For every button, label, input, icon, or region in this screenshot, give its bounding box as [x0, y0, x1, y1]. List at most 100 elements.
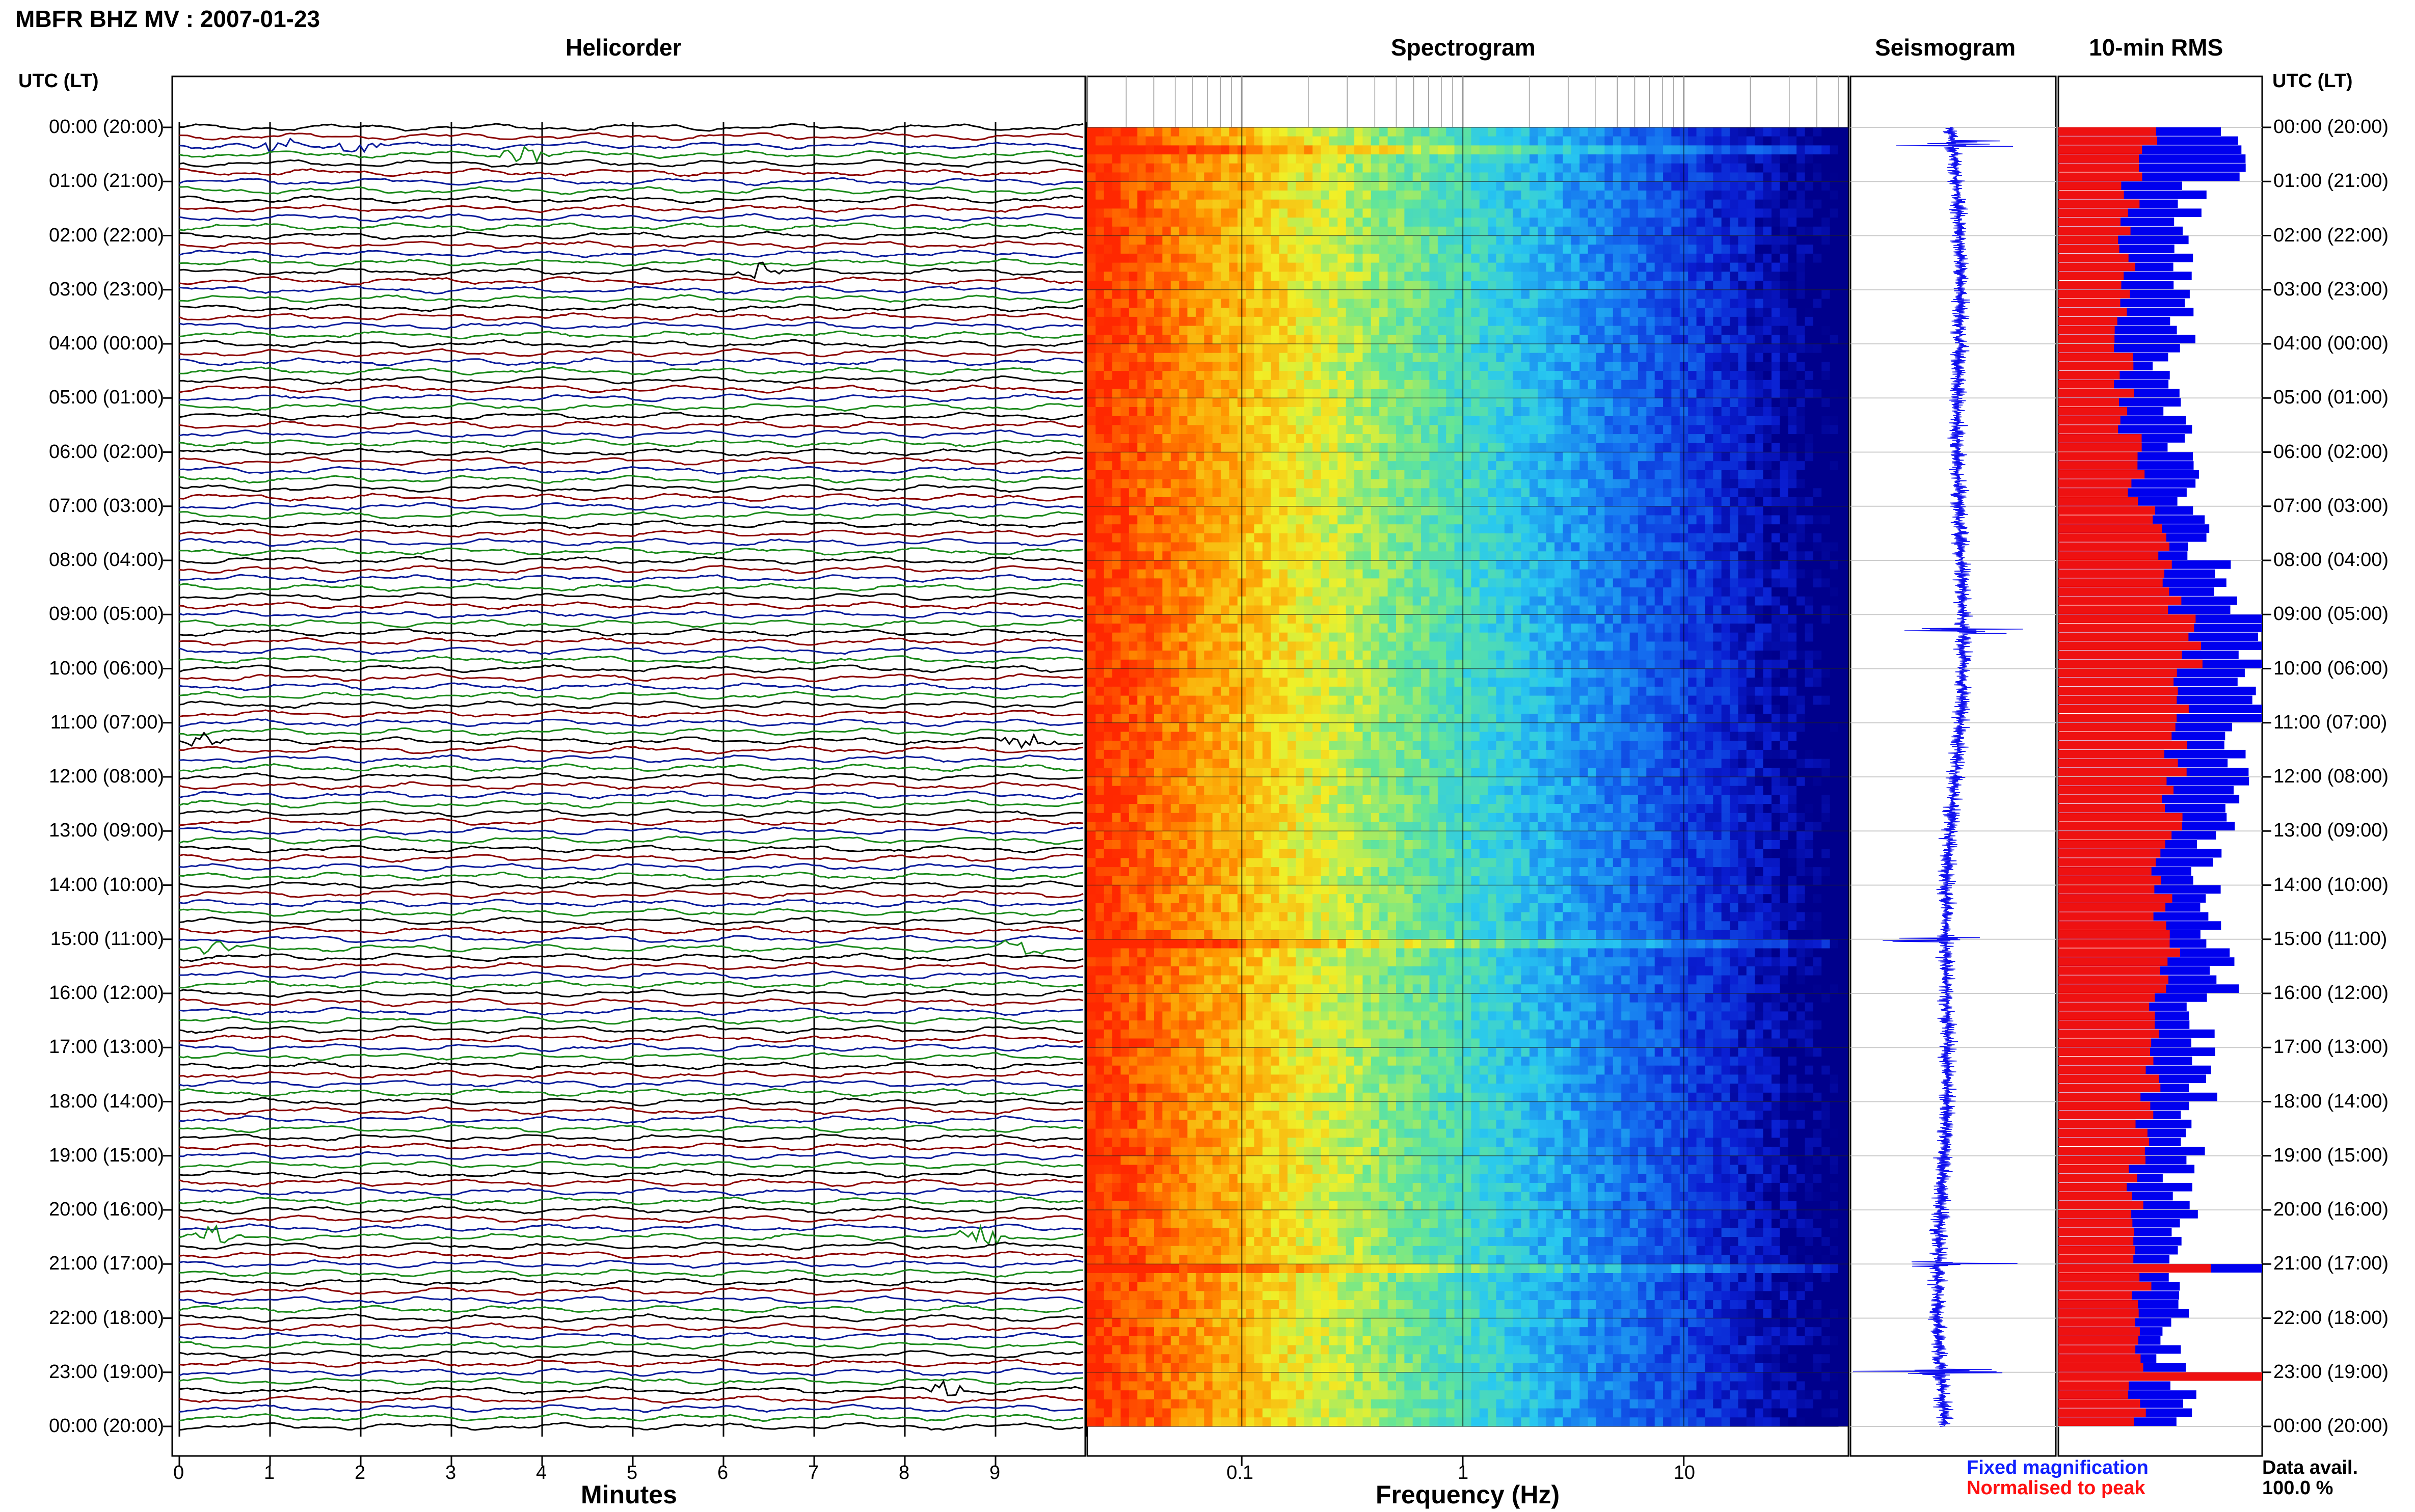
- spectrogram-cell: [1171, 263, 1179, 272]
- spectrogram-cell: [1346, 380, 1355, 389]
- spectrogram-cell: [1430, 353, 1438, 362]
- helicorder-trace: [179, 1170, 1083, 1178]
- helicorder-trace: [179, 557, 1083, 564]
- spectrogram-cell: [1571, 470, 1580, 479]
- spectrogram-cell: [1129, 389, 1138, 398]
- spectrogram-cell: [1337, 137, 1346, 146]
- spectrogram-cell: [1772, 398, 1780, 407]
- spectrogram-cell: [1821, 533, 1830, 543]
- spectrogram-cell: [1613, 398, 1622, 407]
- spectrogram-cell: [1471, 416, 1480, 425]
- spectrogram-cell: [1713, 570, 1722, 579]
- spectrogram-cell: [1604, 434, 1613, 443]
- spectrogram-cell: [1095, 524, 1104, 533]
- spectrogram-cell: [1421, 344, 1430, 353]
- spectrogram-cell: [1780, 516, 1788, 525]
- spectrogram-cell: [1621, 497, 1630, 506]
- spectrogram-cell: [1821, 290, 1830, 299]
- helicorder-trace: [179, 232, 1083, 239]
- spectrogram-cell: [1621, 164, 1630, 173]
- spectrogram-cell: [1221, 479, 1229, 489]
- spectrogram-cell: [1697, 236, 1705, 245]
- spectrogram-cell: [1546, 200, 1555, 209]
- spectrogram-cell: [1463, 371, 1471, 380]
- spectrogram-cell: [1496, 578, 1505, 587]
- spectrogram-cell: [1621, 524, 1630, 533]
- spectrogram-cell: [1229, 263, 1238, 272]
- spectrogram-cell: [1404, 254, 1413, 263]
- spectrogram-cell: [1112, 317, 1121, 326]
- spectrogram-cell: [1546, 506, 1555, 516]
- helicorder-trace: [179, 548, 1083, 555]
- spectrogram-cell: [1588, 380, 1597, 389]
- spectrogram-cell: [1221, 380, 1229, 389]
- spectrogram-cell: [1563, 398, 1572, 407]
- spectrogram-cell: [1596, 533, 1605, 543]
- spectrogram-cell: [1488, 461, 1496, 470]
- spectrogram-cell: [1337, 560, 1346, 570]
- spectrogram-cell: [1813, 191, 1822, 200]
- spectrogram-cell: [1630, 173, 1639, 182]
- spectrogram-cell: [1421, 208, 1430, 218]
- spectrogram-cell: [1430, 551, 1438, 560]
- helicorder-trace: [179, 940, 1083, 954]
- spectrogram-cell: [1530, 227, 1538, 236]
- spectrogram-cell: [1496, 597, 1505, 606]
- spectrogram-cell: [1171, 389, 1179, 398]
- spectrogram-cell: [1254, 479, 1263, 489]
- spectrogram-cell: [1638, 497, 1647, 506]
- spectrogram-cell: [1763, 191, 1772, 200]
- spectrogram-cell: [1630, 317, 1639, 326]
- spectrogram-cell: [1780, 362, 1788, 371]
- spectrogram-cell: [1296, 543, 1304, 552]
- spectrogram-cell: [1137, 389, 1146, 398]
- spectrogram-cell: [1480, 299, 1488, 308]
- spectrogram-cell: [1496, 371, 1505, 380]
- spectrogram-cell: [1813, 362, 1822, 371]
- spectrogram-cell: [1830, 479, 1839, 489]
- spectrogram-cell: [1579, 344, 1588, 353]
- spectrogram-cell: [1805, 173, 1814, 182]
- spectrogram-cell: [1755, 272, 1763, 281]
- spectrogram-cell: [1354, 587, 1363, 597]
- spectrogram-cell: [1404, 208, 1413, 218]
- spectrogram-cell: [1329, 380, 1338, 389]
- spectrogram-cell: [1396, 181, 1405, 191]
- spectrogram-cell: [1588, 154, 1597, 164]
- spectrogram-cell: [1755, 425, 1763, 434]
- spectrogram-cell: [1463, 335, 1471, 344]
- spectrogram-cell: [1688, 236, 1697, 245]
- spectrogram-cell: [1404, 191, 1413, 200]
- spectrogram-cell: [1112, 543, 1121, 552]
- spectrogram-cell: [1137, 164, 1146, 173]
- spectrogram-cell: [1246, 425, 1254, 434]
- spectrogram-cell: [1571, 145, 1580, 154]
- spectrogram-cell: [1638, 452, 1647, 462]
- spectrogram-cell: [1346, 533, 1355, 543]
- spectrogram-cell: [1513, 353, 1521, 362]
- spectrogram-cell: [1671, 173, 1680, 182]
- spectrogram-cell: [1780, 263, 1788, 272]
- spectrogram-cell: [1188, 317, 1196, 326]
- spectrogram-cell: [1663, 263, 1672, 272]
- spectrogram-cell: [1596, 578, 1605, 587]
- spectrogram-cell: [1363, 497, 1372, 506]
- spectrogram-cell: [1463, 497, 1471, 506]
- spectrogram-cell: [1137, 578, 1146, 587]
- spectrogram-cell: [1563, 227, 1572, 236]
- spectrogram-cell: [1455, 398, 1463, 407]
- spectrogram-cell: [1162, 299, 1171, 308]
- spectrogram-cell: [1271, 443, 1279, 452]
- spectrogram-cell: [1471, 578, 1480, 587]
- spectrogram-cell: [1563, 362, 1572, 371]
- spectrogram-cell: [1204, 488, 1213, 497]
- spectrogram-cell: [1388, 389, 1397, 398]
- spectrogram-cell: [1371, 380, 1380, 389]
- spectrogram-cell: [1655, 181, 1663, 191]
- spectrogram-cell: [1630, 524, 1639, 533]
- spectrogram-cell: [1129, 281, 1138, 290]
- spectrogram-cell: [1805, 461, 1814, 470]
- spectrogram-cell: [1312, 578, 1321, 587]
- spectrogram-cell: [1813, 218, 1822, 227]
- spectrogram-cell: [1379, 326, 1388, 335]
